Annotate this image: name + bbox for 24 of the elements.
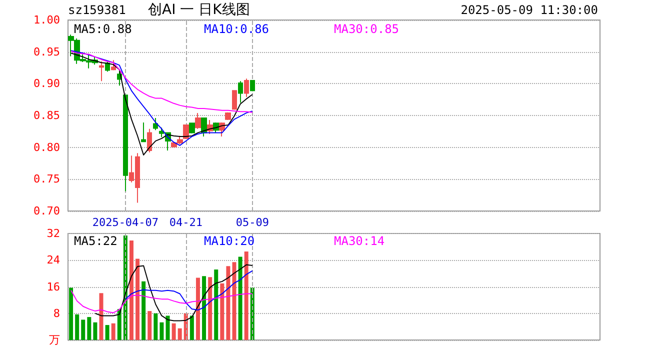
y-tick-label: 32 [46,227,60,240]
series-label: MA10:20 [204,234,255,248]
x-tick-label: 05-09 [236,216,269,229]
y-tick-label: 0.70 [34,204,60,218]
text: MA30:0.85 [334,22,400,36]
y-tick-label: 0.75 [34,172,60,186]
text: 2025-05-09 11:30:00 [460,3,598,17]
y-tick-label: 8 [53,306,60,320]
y-tick-label: 0.85 [34,109,60,122]
y-tick-label: 0.95 [34,45,60,58]
x-tick-label: 2025-04-07 [92,216,159,229]
chart-title: 创AI 一 日K线图 [148,2,250,18]
x-tick-label: 04-21 [169,216,202,229]
chart-subtitle: sz159381 [68,3,126,17]
y-tick-label: 0.90 [34,77,60,90]
y-tick-label: 1.00 [34,14,60,26]
y-tick-label: 0.80 [34,140,60,154]
series-label: MA5:0.88 [74,22,132,36]
y-tick-label: 万 [49,334,60,346]
y-tick-label: 24 [46,254,60,267]
text: MA30:14 [334,234,385,248]
text: MA5:22 [74,234,118,248]
text: MA10:0.86 [204,22,270,36]
y-tick-label: 16 [46,280,60,294]
